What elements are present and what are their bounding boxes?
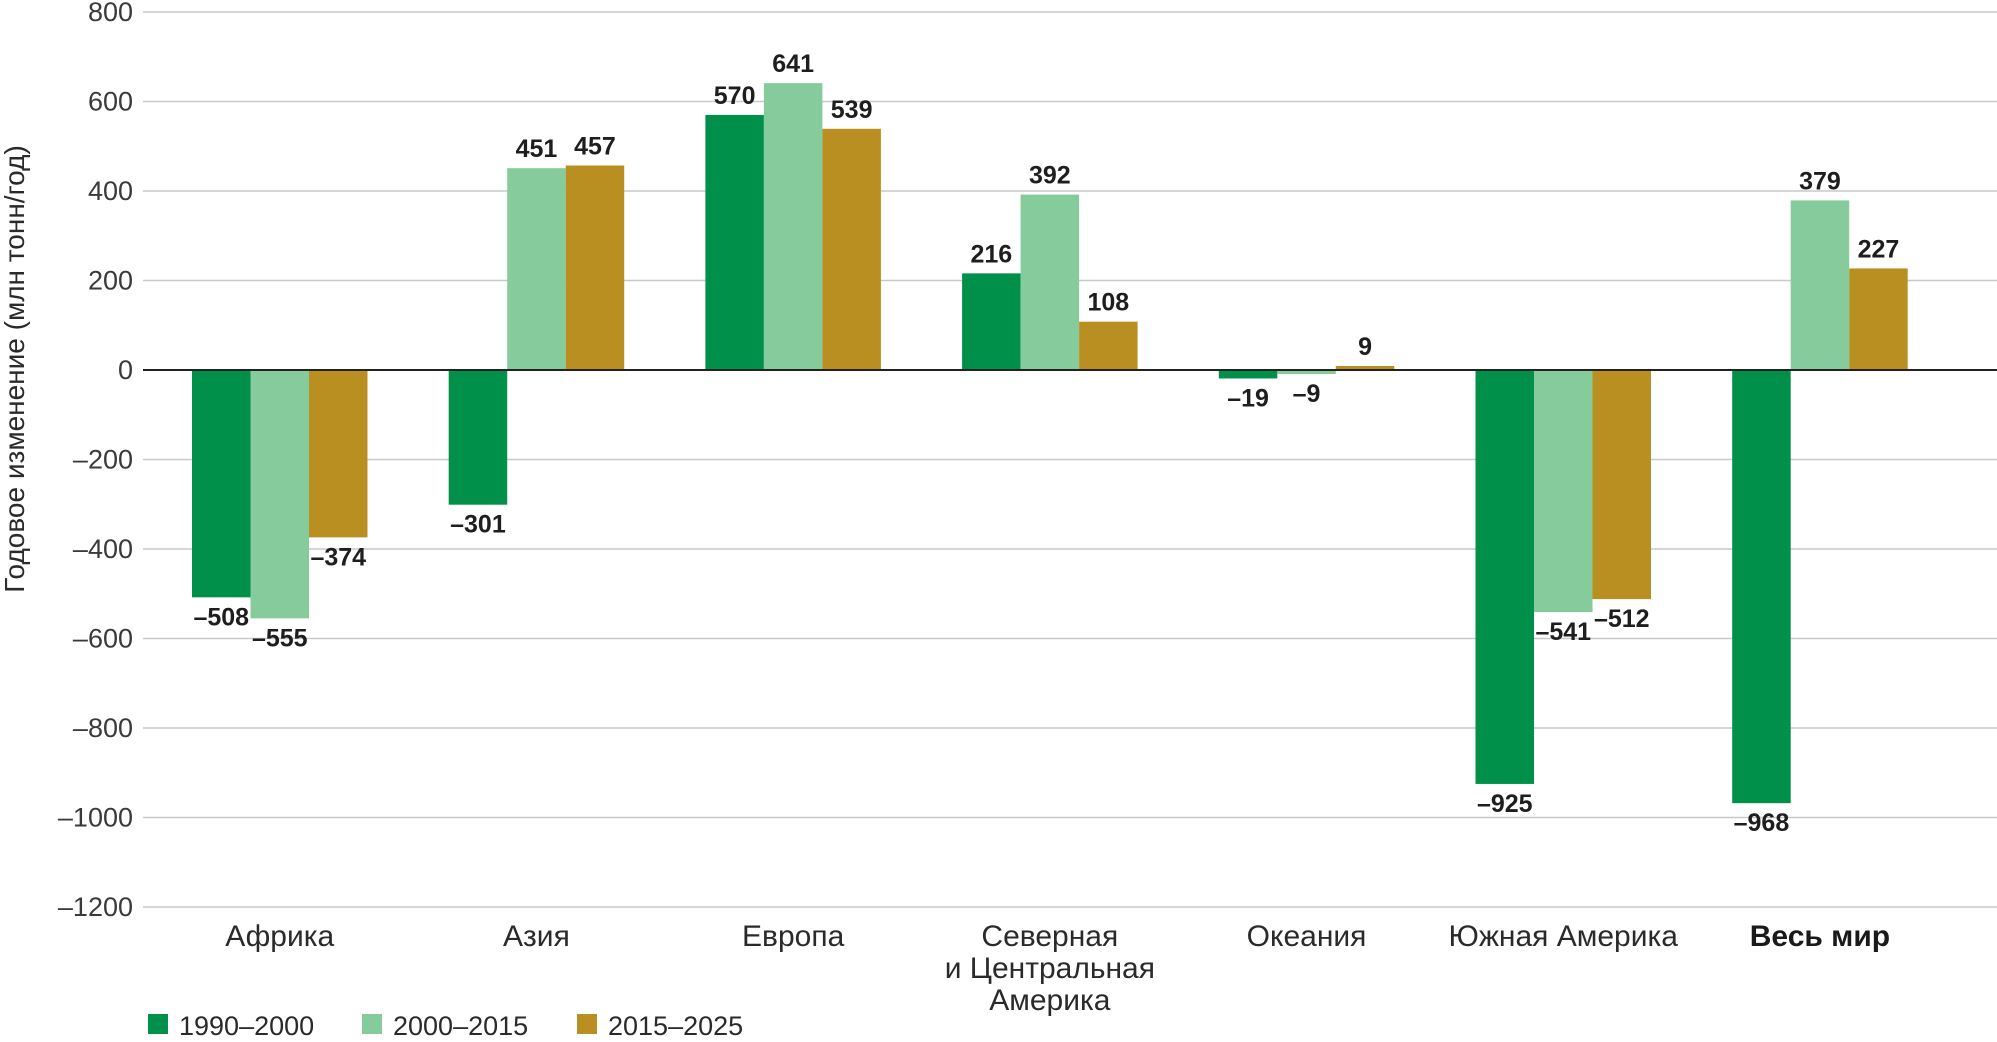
data-label: –555 xyxy=(252,624,308,652)
category-label: Азия xyxy=(503,920,570,953)
legend-swatch xyxy=(362,1014,382,1034)
category-label: Океания xyxy=(1247,920,1367,953)
bar-2000–2015 xyxy=(1277,370,1336,375)
bar-2000–2015 xyxy=(250,370,309,619)
bar-2000–2015 xyxy=(1534,370,1593,613)
data-label: 451 xyxy=(516,135,558,163)
y-tick-label: –800 xyxy=(73,713,133,743)
bar-1990–2000 xyxy=(962,273,1021,370)
y-tick-label: 600 xyxy=(88,87,133,117)
data-label: 9 xyxy=(1358,333,1372,361)
data-label: 641 xyxy=(772,50,814,78)
bar-2000–2015 xyxy=(1020,194,1080,370)
bar-2015–2025 xyxy=(309,370,368,538)
data-label: 570 xyxy=(714,82,756,110)
data-label: –512 xyxy=(1594,605,1650,633)
bar-2015–2025 xyxy=(1079,321,1138,370)
bar-2000–2015 xyxy=(763,83,823,370)
bar-2000–2015 xyxy=(507,168,566,370)
data-label: 216 xyxy=(970,240,1012,268)
y-tick-label: –400 xyxy=(73,534,133,564)
data-label: 227 xyxy=(1858,235,1900,263)
y-tick-label: 800 xyxy=(88,0,133,27)
category-label: Америка xyxy=(989,984,1111,1017)
y-tick-label: 0 xyxy=(118,355,133,385)
data-label: –968 xyxy=(1734,809,1790,837)
y-tick-label: –600 xyxy=(73,624,133,654)
legend-swatch xyxy=(577,1014,597,1034)
data-label: 457 xyxy=(574,132,616,160)
y-axis-ticks: 800 600 400 200 0 –200 –400 –600 –800 –1000 –1200 xyxy=(58,0,133,922)
bar-1990–2000 xyxy=(1218,370,1278,379)
legend-label: 1990–2000 xyxy=(179,1011,314,1037)
y-tick-label: 400 xyxy=(88,176,133,206)
y-axis-title: Годовое изменение (млн тонн/год) xyxy=(0,145,30,593)
data-label: –374 xyxy=(310,543,366,571)
category-label: Весь мир xyxy=(1750,920,1890,953)
bar-1990–2000 xyxy=(1732,370,1791,804)
y-tick-label: –200 xyxy=(73,445,133,475)
bar-2015–2025 xyxy=(1849,268,1908,370)
data-label: –19 xyxy=(1227,385,1269,413)
category-label: Северная xyxy=(981,920,1118,953)
data-label: –925 xyxy=(1477,790,1533,818)
bar-2000–2015 xyxy=(1790,200,1850,370)
data-label: –508 xyxy=(193,603,249,631)
category-label: Южная Америка xyxy=(1449,920,1679,953)
data-labels: –508–555 –374 –301 451 457 570 641 539 216 392 108… xyxy=(193,50,1899,837)
legend-label: 2000–2015 xyxy=(393,1011,528,1037)
bar-1990–2000 xyxy=(1475,370,1534,784)
data-label: 108 xyxy=(1087,289,1129,317)
bar-1990–2000 xyxy=(192,370,251,598)
data-label: –9 xyxy=(1293,380,1321,408)
legend: 1990–2000 2000–2015 2015–2025 xyxy=(148,1011,743,1041)
bar-2015–2025 xyxy=(1335,365,1395,370)
gridlines xyxy=(143,11,1997,908)
bars xyxy=(192,83,1908,804)
category-label: и Центральная xyxy=(945,952,1155,985)
data-label: –301 xyxy=(450,511,506,539)
bar-1990–2000 xyxy=(448,370,508,505)
data-label: –541 xyxy=(1535,618,1591,646)
data-label: 379 xyxy=(1799,167,1841,195)
bar-1990–2000 xyxy=(705,114,764,370)
bar-2015–2025 xyxy=(1592,370,1651,600)
bar-2015–2025 xyxy=(822,128,881,370)
legend-label: 2015–2025 xyxy=(608,1011,743,1037)
data-label: 539 xyxy=(831,96,873,124)
y-tick-label: –1200 xyxy=(58,892,133,922)
legend-swatch xyxy=(148,1014,168,1034)
y-tick-label: 200 xyxy=(88,266,133,296)
category-label: Европа xyxy=(742,920,845,953)
data-label: 392 xyxy=(1029,162,1071,190)
bar-2015–2025 xyxy=(565,165,625,370)
y-tick-label: –1000 xyxy=(58,803,133,833)
category-label: Африка xyxy=(225,920,334,953)
